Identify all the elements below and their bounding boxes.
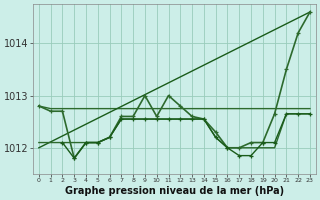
X-axis label: Graphe pression niveau de la mer (hPa): Graphe pression niveau de la mer (hPa) (65, 186, 284, 196)
